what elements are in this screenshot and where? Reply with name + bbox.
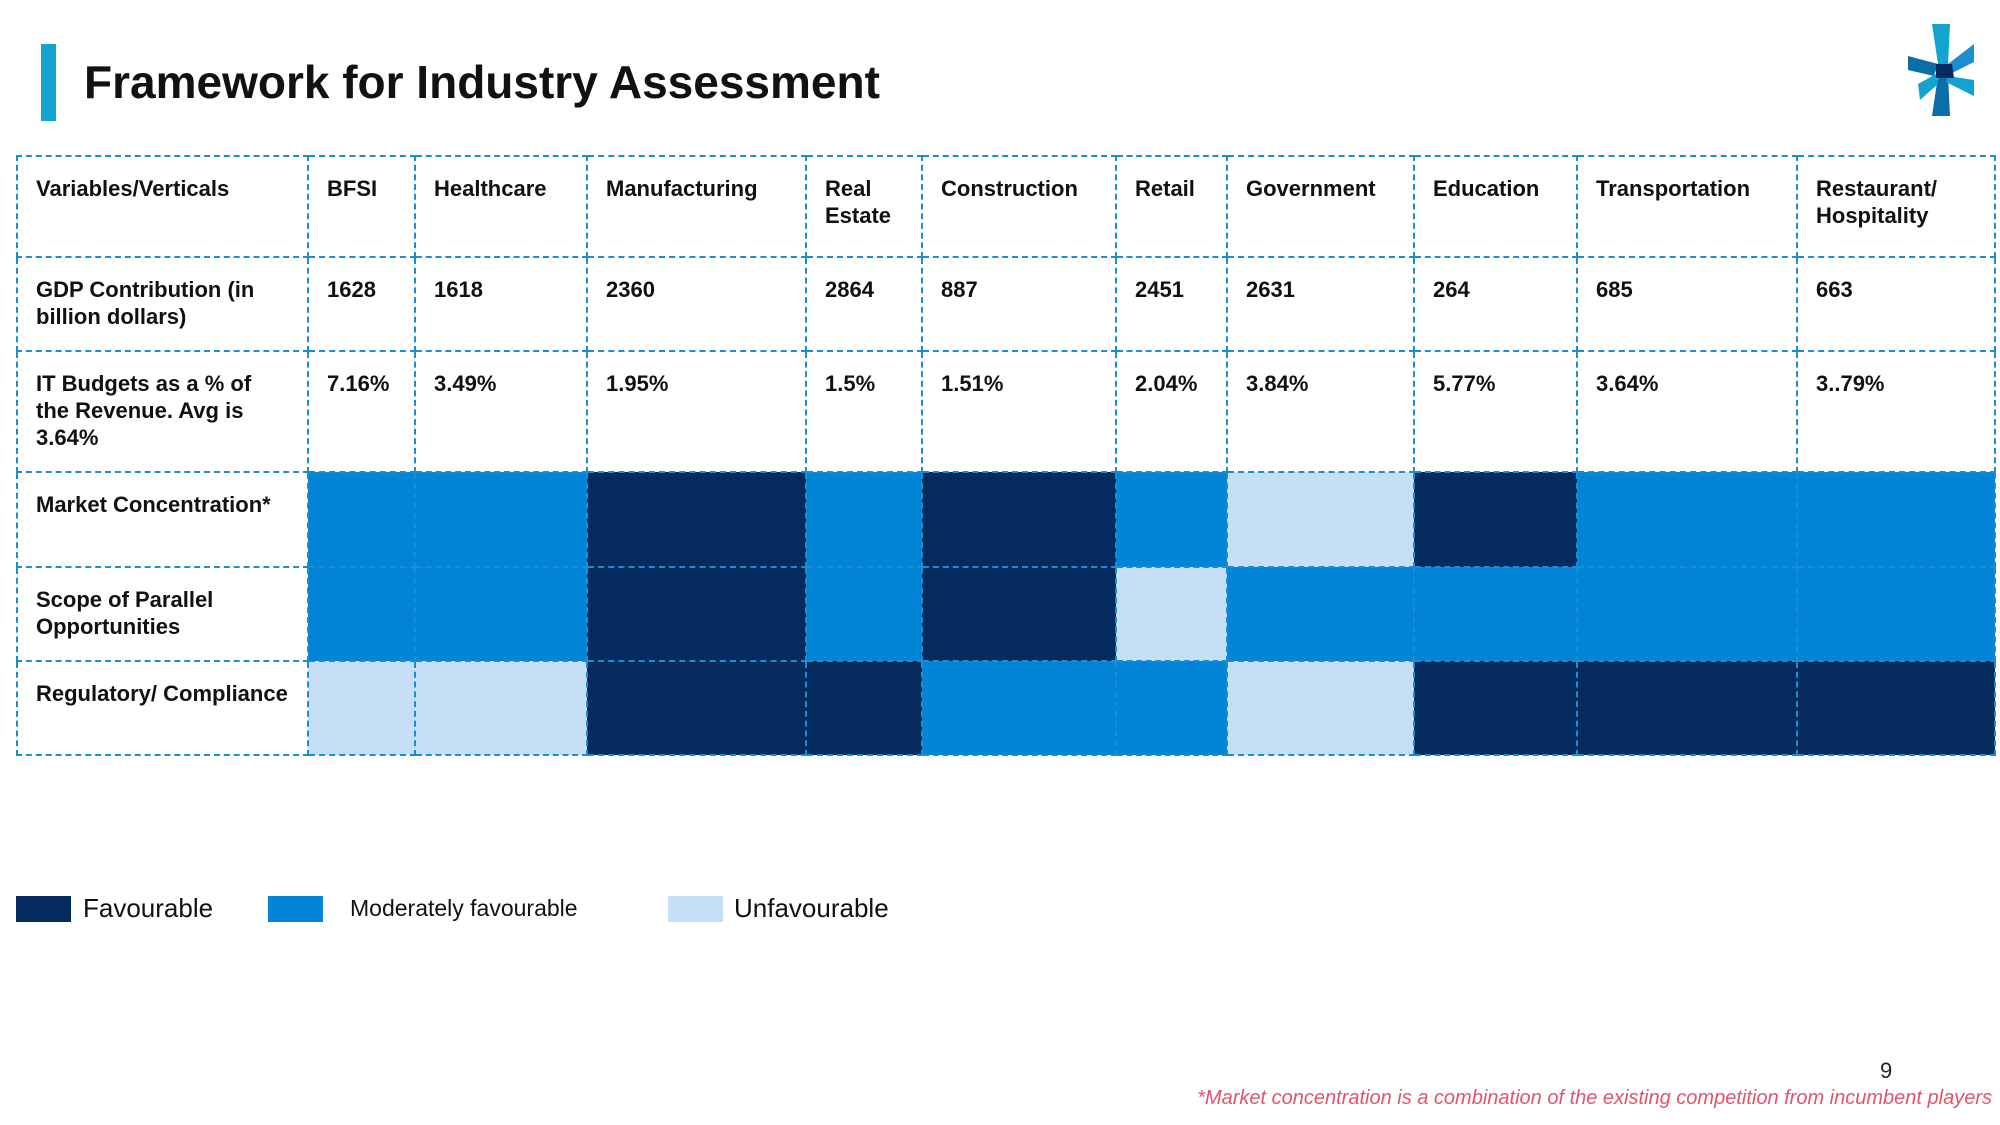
value-cell: 663 xyxy=(1796,256,1996,352)
rating-cell xyxy=(1413,471,1578,568)
value-cell: 1.5% xyxy=(805,350,923,473)
rating-cell xyxy=(805,566,923,662)
rating-cell xyxy=(414,471,588,568)
rating-cell xyxy=(1576,471,1798,568)
column-header-transportation: Transportation xyxy=(1576,155,1798,258)
value-cell: 1.95% xyxy=(586,350,807,473)
row-label-cell: GDP Contribution (in billion dollars) xyxy=(16,256,309,352)
company-logo xyxy=(1908,24,1974,116)
rating-cell xyxy=(307,471,416,568)
rating-cell xyxy=(1796,471,1996,568)
column-header-construction: Construction xyxy=(921,155,1117,258)
table-row-regulatory: Regulatory/ Compliance xyxy=(16,660,1996,756)
value-cell: 2631 xyxy=(1226,256,1415,352)
page-number: 9 xyxy=(1880,1058,1893,1083)
rating-cell xyxy=(307,660,416,756)
table-row-it-budgets: IT Budgets as a % of the Revenue. Avg is… xyxy=(16,350,1996,473)
value-cell: 3.64% xyxy=(1576,350,1798,473)
row-label-cell: Regulatory/ Compliance xyxy=(16,660,309,756)
rating-cell xyxy=(1226,471,1415,568)
corner-label: Variables/Verticals xyxy=(36,176,230,201)
row-label-cell: Market Concentration* xyxy=(16,471,309,568)
column-header-government: Government xyxy=(1226,155,1415,258)
assessment-table: Variables/Verticals BFSI Healthcare Manu… xyxy=(16,155,1996,756)
value-cell: 2451 xyxy=(1115,256,1228,352)
rating-cell xyxy=(586,566,807,662)
rating-cell xyxy=(921,471,1117,568)
rating-cell xyxy=(1115,471,1228,568)
row-label: Scope of Parallel Opportunities xyxy=(36,587,214,639)
row-label: Market Concentration* xyxy=(36,492,271,517)
value-cell: 7.16% xyxy=(307,350,416,473)
value-cell: 3.84% xyxy=(1226,350,1415,473)
rating-cell xyxy=(1226,660,1415,756)
value-cell: 1628 xyxy=(307,256,416,352)
corner-header-cell: Variables/Verticals xyxy=(16,155,309,258)
rating-cell xyxy=(1115,660,1228,756)
value-cell: 3.49% xyxy=(414,350,588,473)
column-header-manufacturing: Manufacturing xyxy=(586,155,807,258)
rating-cell xyxy=(1115,566,1228,662)
column-header-education: Education xyxy=(1413,155,1578,258)
legend-swatch xyxy=(668,896,723,922)
column-header-real-estate: Real Estate xyxy=(805,155,923,258)
row-label: IT Budgets as a % of the Revenue. Avg is… xyxy=(36,371,252,450)
table-row-gdp: GDP Contribution (in billion dollars) 16… xyxy=(16,256,1996,352)
title-accent-bar xyxy=(41,44,56,121)
page-title: Framework for Industry Assessment xyxy=(84,56,880,108)
table-row-market-concentration: Market Concentration* xyxy=(16,471,1996,568)
rating-cell xyxy=(805,660,923,756)
value-cell: 2.04% xyxy=(1115,350,1228,473)
rating-cell xyxy=(586,660,807,756)
rating-cell xyxy=(1413,566,1578,662)
table-row-parallel-opportunities: Scope of Parallel Opportunities xyxy=(16,566,1996,662)
row-label-cell: Scope of Parallel Opportunities xyxy=(16,566,309,662)
column-header-hospitality: Restaurant/ Hospitality xyxy=(1796,155,1996,258)
rating-cell xyxy=(307,566,416,662)
rating-cell xyxy=(921,566,1117,662)
rating-cell xyxy=(1576,566,1798,662)
rating-cell xyxy=(1796,660,1996,756)
legend-label: Favourable xyxy=(83,893,214,923)
value-cell: 1618 xyxy=(414,256,588,352)
legend-label: Unfavourable xyxy=(734,893,889,923)
legend-label: Moderately favourable xyxy=(350,895,578,921)
rating-cell xyxy=(1796,566,1996,662)
legend-swatch xyxy=(268,896,323,922)
column-header-healthcare: Healthcare xyxy=(414,155,588,258)
column-header-retail: Retail xyxy=(1115,155,1228,258)
rating-cell xyxy=(1413,660,1578,756)
rating-cell xyxy=(1576,660,1798,756)
legend-swatch xyxy=(16,896,71,922)
value-cell: 1.51% xyxy=(921,350,1117,473)
value-cell: 5.77% xyxy=(1413,350,1578,473)
row-label: Regulatory/ Compliance xyxy=(36,681,288,706)
value-cell: 2360 xyxy=(586,256,807,352)
rating-cell xyxy=(805,471,923,568)
row-label: GDP Contribution (in billion dollars) xyxy=(36,277,255,329)
value-cell: 3..79% xyxy=(1796,350,1996,473)
rating-cell xyxy=(586,471,807,568)
rating-cell xyxy=(414,660,588,756)
value-cell: 685 xyxy=(1576,256,1798,352)
column-header-bfsi: BFSI xyxy=(307,155,416,258)
value-cell: 264 xyxy=(1413,256,1578,352)
row-label-cell: IT Budgets as a % of the Revenue. Avg is… xyxy=(16,350,309,473)
rating-cell xyxy=(1226,566,1415,662)
value-cell: 887 xyxy=(921,256,1117,352)
header-row: Variables/Verticals BFSI Healthcare Manu… xyxy=(16,155,1996,258)
rating-cell xyxy=(921,660,1117,756)
footnote: *Market concentration is a combination o… xyxy=(1197,1087,1992,1109)
value-cell: 2864 xyxy=(805,256,923,352)
rating-cell xyxy=(414,566,588,662)
